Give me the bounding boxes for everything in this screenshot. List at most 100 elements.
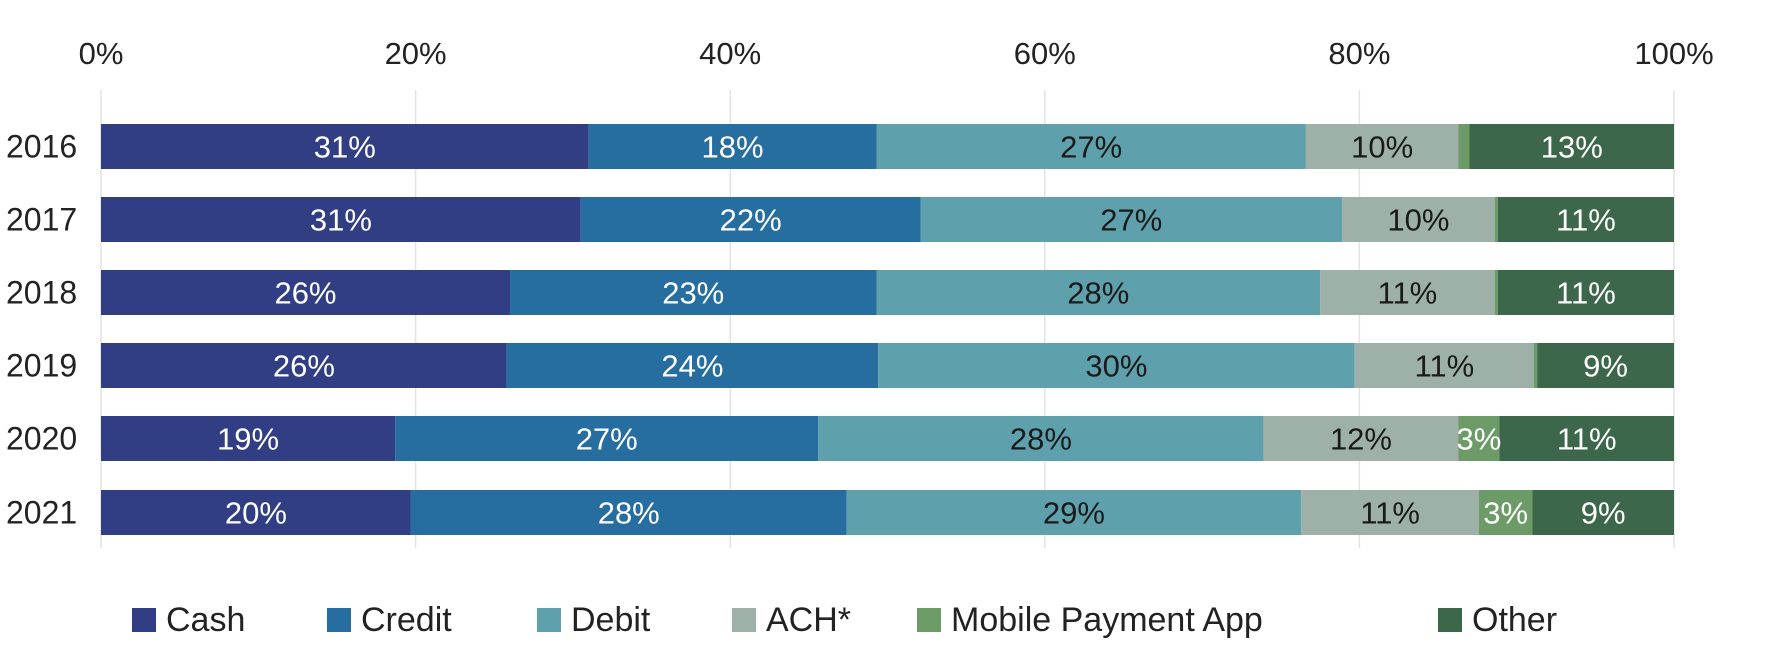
legend-item: Cash xyxy=(132,596,245,644)
bar-segment-cash xyxy=(101,490,411,535)
bar-segment-credit xyxy=(588,124,877,169)
bar-segment-other xyxy=(1497,197,1674,242)
bar-segment-ach xyxy=(1320,270,1495,315)
data-label: 11% xyxy=(1557,422,1617,457)
legend-swatch xyxy=(327,608,351,632)
bar-segment-other xyxy=(1499,416,1674,461)
bar-segment-other xyxy=(1497,270,1674,315)
legend-item: Debit xyxy=(537,596,650,644)
bar-segment-ach xyxy=(1342,197,1495,242)
bar-segment-cash xyxy=(101,197,581,242)
x-tick-label: 60% xyxy=(1014,36,1076,71)
data-label: 22% xyxy=(720,203,782,238)
data-label: 27% xyxy=(1100,203,1162,238)
bar-segment-mobile-payment-app xyxy=(1458,124,1470,169)
bar-segment-ach xyxy=(1263,416,1459,461)
data-label: 27% xyxy=(1060,130,1122,165)
data-label: 18% xyxy=(702,130,764,165)
legend-label: Debit xyxy=(571,600,651,639)
bar-segment-mobile-payment-app xyxy=(1458,416,1500,461)
y-category-label: 2021 xyxy=(6,495,77,531)
x-tick-label: 20% xyxy=(385,36,447,71)
bar-segment-debit xyxy=(846,490,1302,535)
data-label: 10% xyxy=(1387,203,1449,238)
y-category-label: 2017 xyxy=(6,202,77,238)
bar-segment-credit xyxy=(395,416,819,461)
legend-swatch xyxy=(1438,608,1462,632)
legend: Cash Credit Debit ACH* Mobile Payment App Oth… xyxy=(0,596,1771,644)
legend-swatch xyxy=(537,608,561,632)
data-label: 20% xyxy=(225,496,287,531)
bar-segment-ach xyxy=(1301,490,1479,535)
data-label: 13% xyxy=(1541,130,1603,165)
bar-segment-mobile-payment-app xyxy=(1534,343,1538,388)
bar-segment-other xyxy=(1469,124,1674,169)
data-label: 30% xyxy=(1085,349,1147,384)
data-label: 23% xyxy=(662,276,724,311)
data-label: 28% xyxy=(1010,422,1072,457)
data-label: 19% xyxy=(217,422,279,457)
x-tick-label: 80% xyxy=(1328,36,1390,71)
legend-label: Cash xyxy=(166,600,246,639)
data-label: 9% xyxy=(1581,496,1626,531)
bar-segment-other xyxy=(1532,490,1674,535)
data-label: 26% xyxy=(273,349,335,384)
data-label: 3% xyxy=(1483,496,1528,531)
x-axis-tick-labels: 0% 20% 40% 60% 80% 100% xyxy=(79,36,1714,71)
bar-segment-cash xyxy=(101,124,589,169)
data-label: 11% xyxy=(1414,349,1474,384)
data-label: 11% xyxy=(1556,203,1616,238)
x-tick-label: 40% xyxy=(699,36,761,71)
data-label: 29% xyxy=(1043,496,1105,531)
bar-segment-debit xyxy=(878,343,1355,388)
data-label: 31% xyxy=(314,130,376,165)
legend-label: Credit xyxy=(361,600,452,639)
data-label: 11% xyxy=(1360,496,1420,531)
bar-segment-mobile-payment-app xyxy=(1478,490,1533,535)
data-label: 24% xyxy=(661,349,723,384)
bar-segment-debit xyxy=(876,270,1321,315)
bar-segment-debit xyxy=(818,416,1264,461)
bar-segment-cash xyxy=(101,343,507,388)
bar-segment-credit xyxy=(506,343,879,388)
bar-segments xyxy=(101,124,1674,535)
legend-swatch xyxy=(732,608,756,632)
legend-label: ACH* xyxy=(766,600,852,639)
data-label: 28% xyxy=(1067,276,1129,311)
bar-segment-credit xyxy=(509,270,877,315)
y-category-label: 2016 xyxy=(6,129,77,165)
bar-segment-cash xyxy=(101,270,510,315)
data-label: 31% xyxy=(310,203,372,238)
y-category-label: 2019 xyxy=(6,348,77,384)
bar-segment-other xyxy=(1537,343,1674,388)
y-axis-category-labels: 2016 2017 2018 2019 2020 2021 xyxy=(6,129,77,531)
data-label: 26% xyxy=(274,276,336,311)
legend-swatch xyxy=(132,608,156,632)
bar-segment-credit xyxy=(580,197,921,242)
data-label: 3% xyxy=(1457,422,1502,457)
bar-segment-cash xyxy=(101,416,396,461)
y-category-label: 2020 xyxy=(6,421,77,457)
bar-segment-credit xyxy=(410,490,847,535)
data-label: 11% xyxy=(1378,276,1438,311)
bar-segment-debit xyxy=(876,124,1306,169)
y-category-label: 2018 xyxy=(6,275,77,311)
data-labels: 31% 18% 27% 10% 13% 31% 22% 27% 10% 11% 26% 23% 28% 1… xyxy=(217,130,1628,531)
bar-segment-mobile-payment-app xyxy=(1494,270,1498,315)
legend-item: Credit xyxy=(327,596,452,644)
legend-item: ACH* xyxy=(732,596,851,644)
x-tick-label: 0% xyxy=(79,36,124,71)
data-label: 10% xyxy=(1351,130,1413,165)
legend-label: Mobile Payment App xyxy=(951,600,1263,639)
legend-item: Mobile Payment App xyxy=(917,596,1263,644)
data-label: 12% xyxy=(1330,422,1392,457)
data-label: 27% xyxy=(576,422,638,457)
legend-item: Other xyxy=(1438,596,1557,644)
legend-label: Other xyxy=(1472,600,1558,639)
bar-segment-ach xyxy=(1354,343,1535,388)
bar-segment-debit xyxy=(920,197,1343,242)
bar-segment-mobile-payment-app xyxy=(1494,197,1498,242)
data-label: 9% xyxy=(1583,349,1628,384)
bar-segment-ach xyxy=(1305,124,1459,169)
